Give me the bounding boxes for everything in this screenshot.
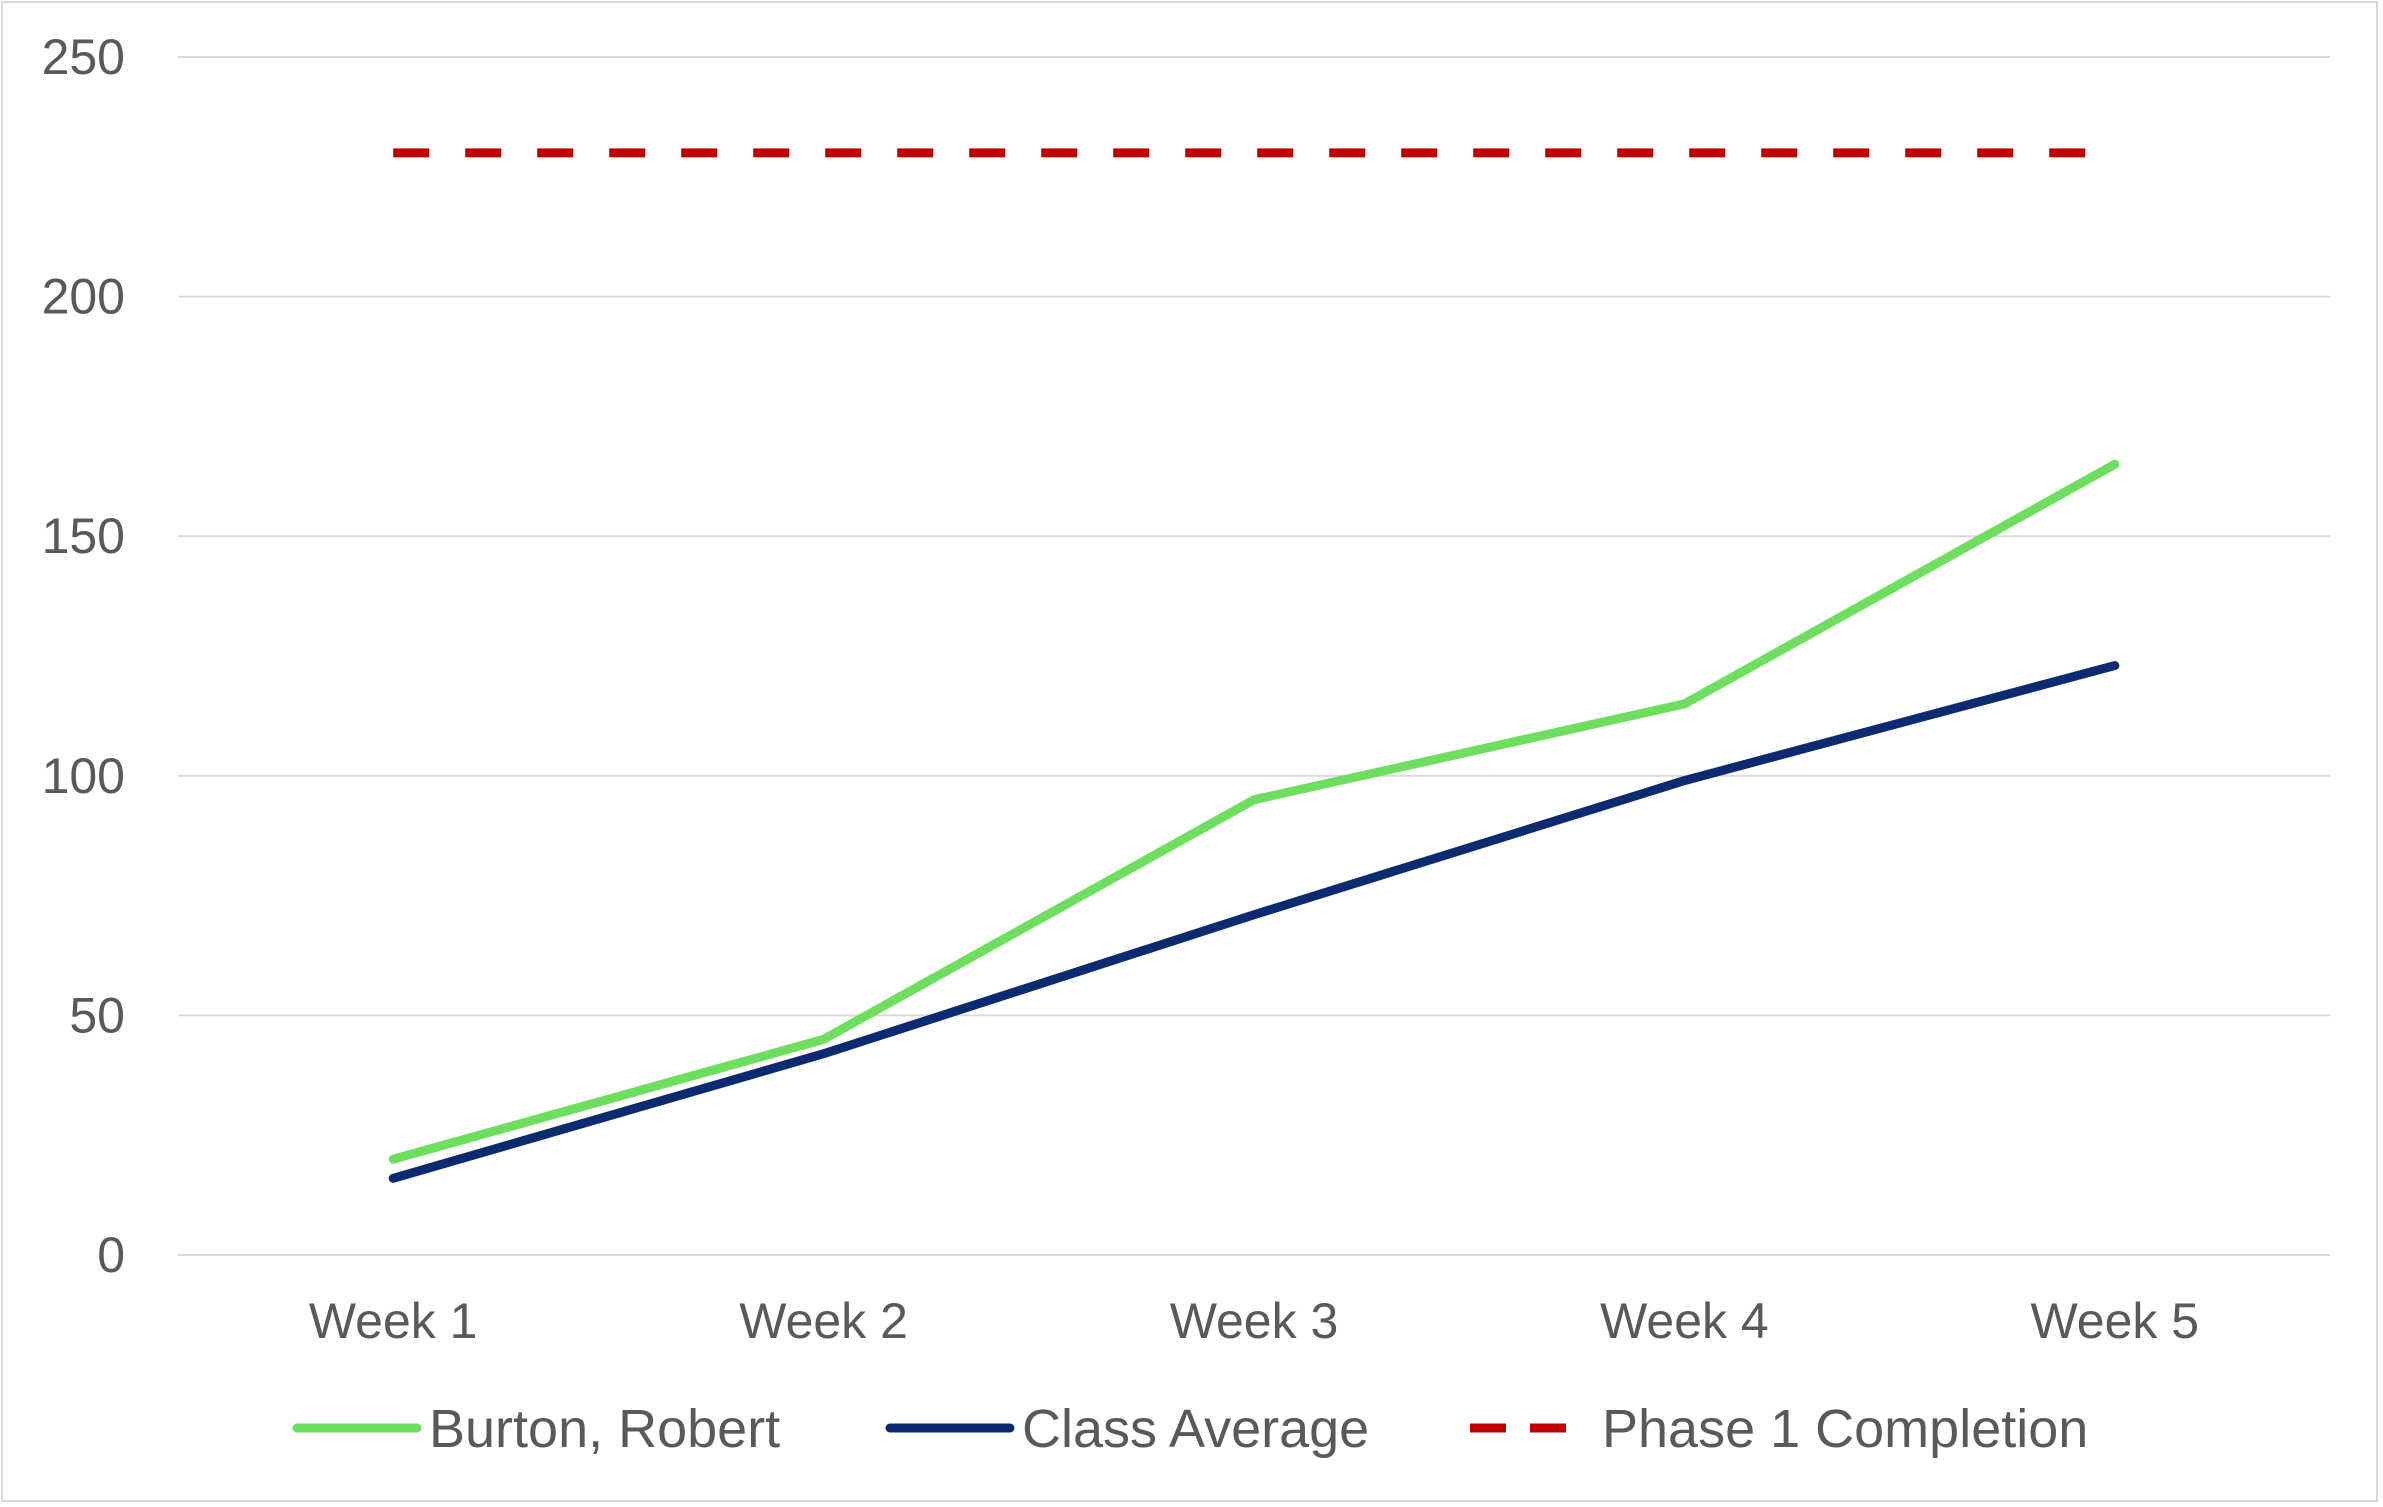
x-tick-label-2: Week 2 [739,1293,908,1349]
gridlines [178,56,2330,1256]
x-tick-label-3: Week 3 [1170,1293,1339,1349]
x-tick-label-5: Week 5 [2030,1293,2199,1349]
y-tick-label-100: 100 [42,748,125,804]
legend-label-3: Phase 1 Completion [1602,1399,2088,1459]
x-tick-label-4: Week 4 [1600,1293,1769,1349]
x-axis-tick-labels: Week 1 Week 2 Week 3 Week 4 Week 5 [309,1293,2199,1349]
x-tick-label-1: Week 1 [309,1293,478,1349]
series-lines [388,148,2120,1183]
series-line-2 [388,661,2120,1183]
y-axis-tick-labels: 0 50 100 150 200 250 [42,29,125,1283]
y-tick-label-150: 150 [42,508,125,564]
y-tick-label-0: 0 [97,1227,125,1283]
series-line-1 [388,459,2120,1164]
y-tick-label-250: 250 [42,29,125,85]
legend-label-2: Class Average [1022,1399,1369,1459]
y-tick-label-50: 50 [69,987,125,1043]
legend: Burton, Robert Class Average Phase 1 Compl… [292,1399,2088,1459]
y-tick-label-200: 200 [42,269,125,325]
legend-label-1: Burton, Robert [429,1399,780,1459]
